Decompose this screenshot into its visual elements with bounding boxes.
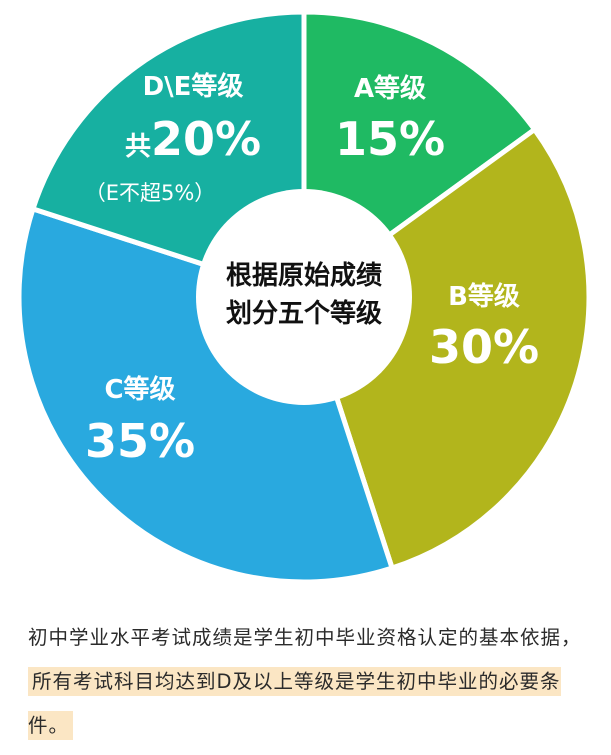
- slice-value-a: 15%: [335, 112, 445, 166]
- center-hole: [196, 189, 412, 405]
- caption: 初中学业水平考试成绩是学生初中毕业资格认定的基本依据， 所有考试科目均达到D及以上…: [28, 616, 588, 748]
- caption-highlight: 所有考试科目均达到D及以上等级是学生初中毕业的必要条件。: [28, 667, 561, 740]
- slice-label-a: A等级: [354, 73, 426, 104]
- slice-label-c: C等级: [104, 374, 175, 405]
- caption-text: 初中学业水平考试成绩是学生初中毕业资格认定的基本依据，: [28, 626, 582, 649]
- slice-note-de: （E不超5%）: [85, 181, 216, 205]
- slice-label-de: D\E等级: [143, 71, 244, 102]
- center-text-line2: 划分五个等级: [226, 298, 382, 329]
- center-text-line1: 根据原始成绩: [226, 261, 382, 291]
- slice-value-b: 30%: [429, 320, 539, 374]
- slice-value-c: 35%: [85, 414, 195, 468]
- slice-value-de: 共20%: [125, 112, 261, 166]
- slice-prefix-de: 共: [125, 132, 151, 162]
- slice-b: [301, 126, 592, 571]
- donut-chart: 根据原始成绩 划分五个等级 A等级 15% B等级 30% C等级 35% D\…: [19, 12, 592, 582]
- slice-value-text-de: 20%: [151, 112, 261, 166]
- slice-label-b: B等级: [448, 281, 520, 312]
